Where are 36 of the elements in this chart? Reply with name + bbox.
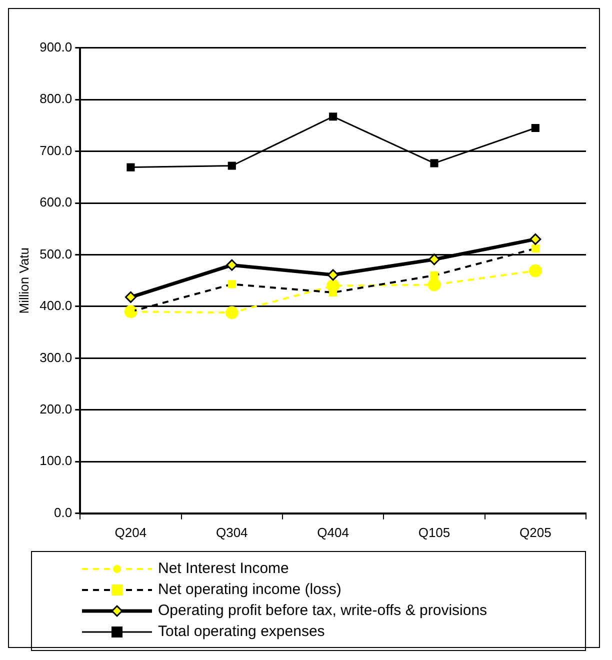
point bbox=[126, 163, 135, 172]
y-tick-label: 800.0 bbox=[40, 91, 72, 106]
point bbox=[428, 254, 440, 266]
y-tick-label: 500.0 bbox=[40, 246, 72, 262]
point bbox=[228, 280, 236, 288]
point bbox=[226, 259, 238, 271]
legend-label: Operating profit before tax, write-offs & provisions bbox=[158, 602, 488, 619]
y-tick-label: 100.0 bbox=[40, 453, 72, 468]
point bbox=[124, 291, 136, 303]
legend-label: Net operating income (loss) bbox=[158, 581, 342, 598]
y-tick-label: 400.0 bbox=[40, 298, 72, 314]
point bbox=[531, 244, 540, 253]
x-tick-label: Q205 bbox=[520, 524, 552, 540]
y-tick-label: 900.0 bbox=[40, 39, 72, 54]
point bbox=[430, 159, 438, 168]
point bbox=[530, 233, 542, 245]
point bbox=[531, 124, 540, 132]
y-tick-label: 700.0 bbox=[40, 142, 72, 158]
y-tick-label: 200.0 bbox=[40, 402, 72, 417]
legend-label: Total operating expenses bbox=[158, 623, 325, 640]
point bbox=[327, 269, 339, 281]
x-tick-label: Q404 bbox=[317, 524, 349, 540]
y-tick-label: 600.0 bbox=[40, 194, 72, 210]
y-tick-label: 300.0 bbox=[40, 350, 72, 365]
y-tick-label: 0.0 bbox=[54, 504, 72, 520]
point bbox=[329, 112, 338, 121]
x-tick-label: Q204 bbox=[114, 524, 147, 540]
y-axis-title: Million Vatu bbox=[16, 247, 32, 314]
x-tick-label: Q304 bbox=[216, 524, 248, 540]
point bbox=[228, 162, 236, 170]
point bbox=[528, 264, 542, 278]
point bbox=[430, 271, 438, 280]
legend-label: Net Interest Income bbox=[158, 560, 289, 577]
x-tick-label: Q105 bbox=[418, 524, 450, 540]
point bbox=[225, 306, 238, 320]
point bbox=[428, 278, 441, 292]
